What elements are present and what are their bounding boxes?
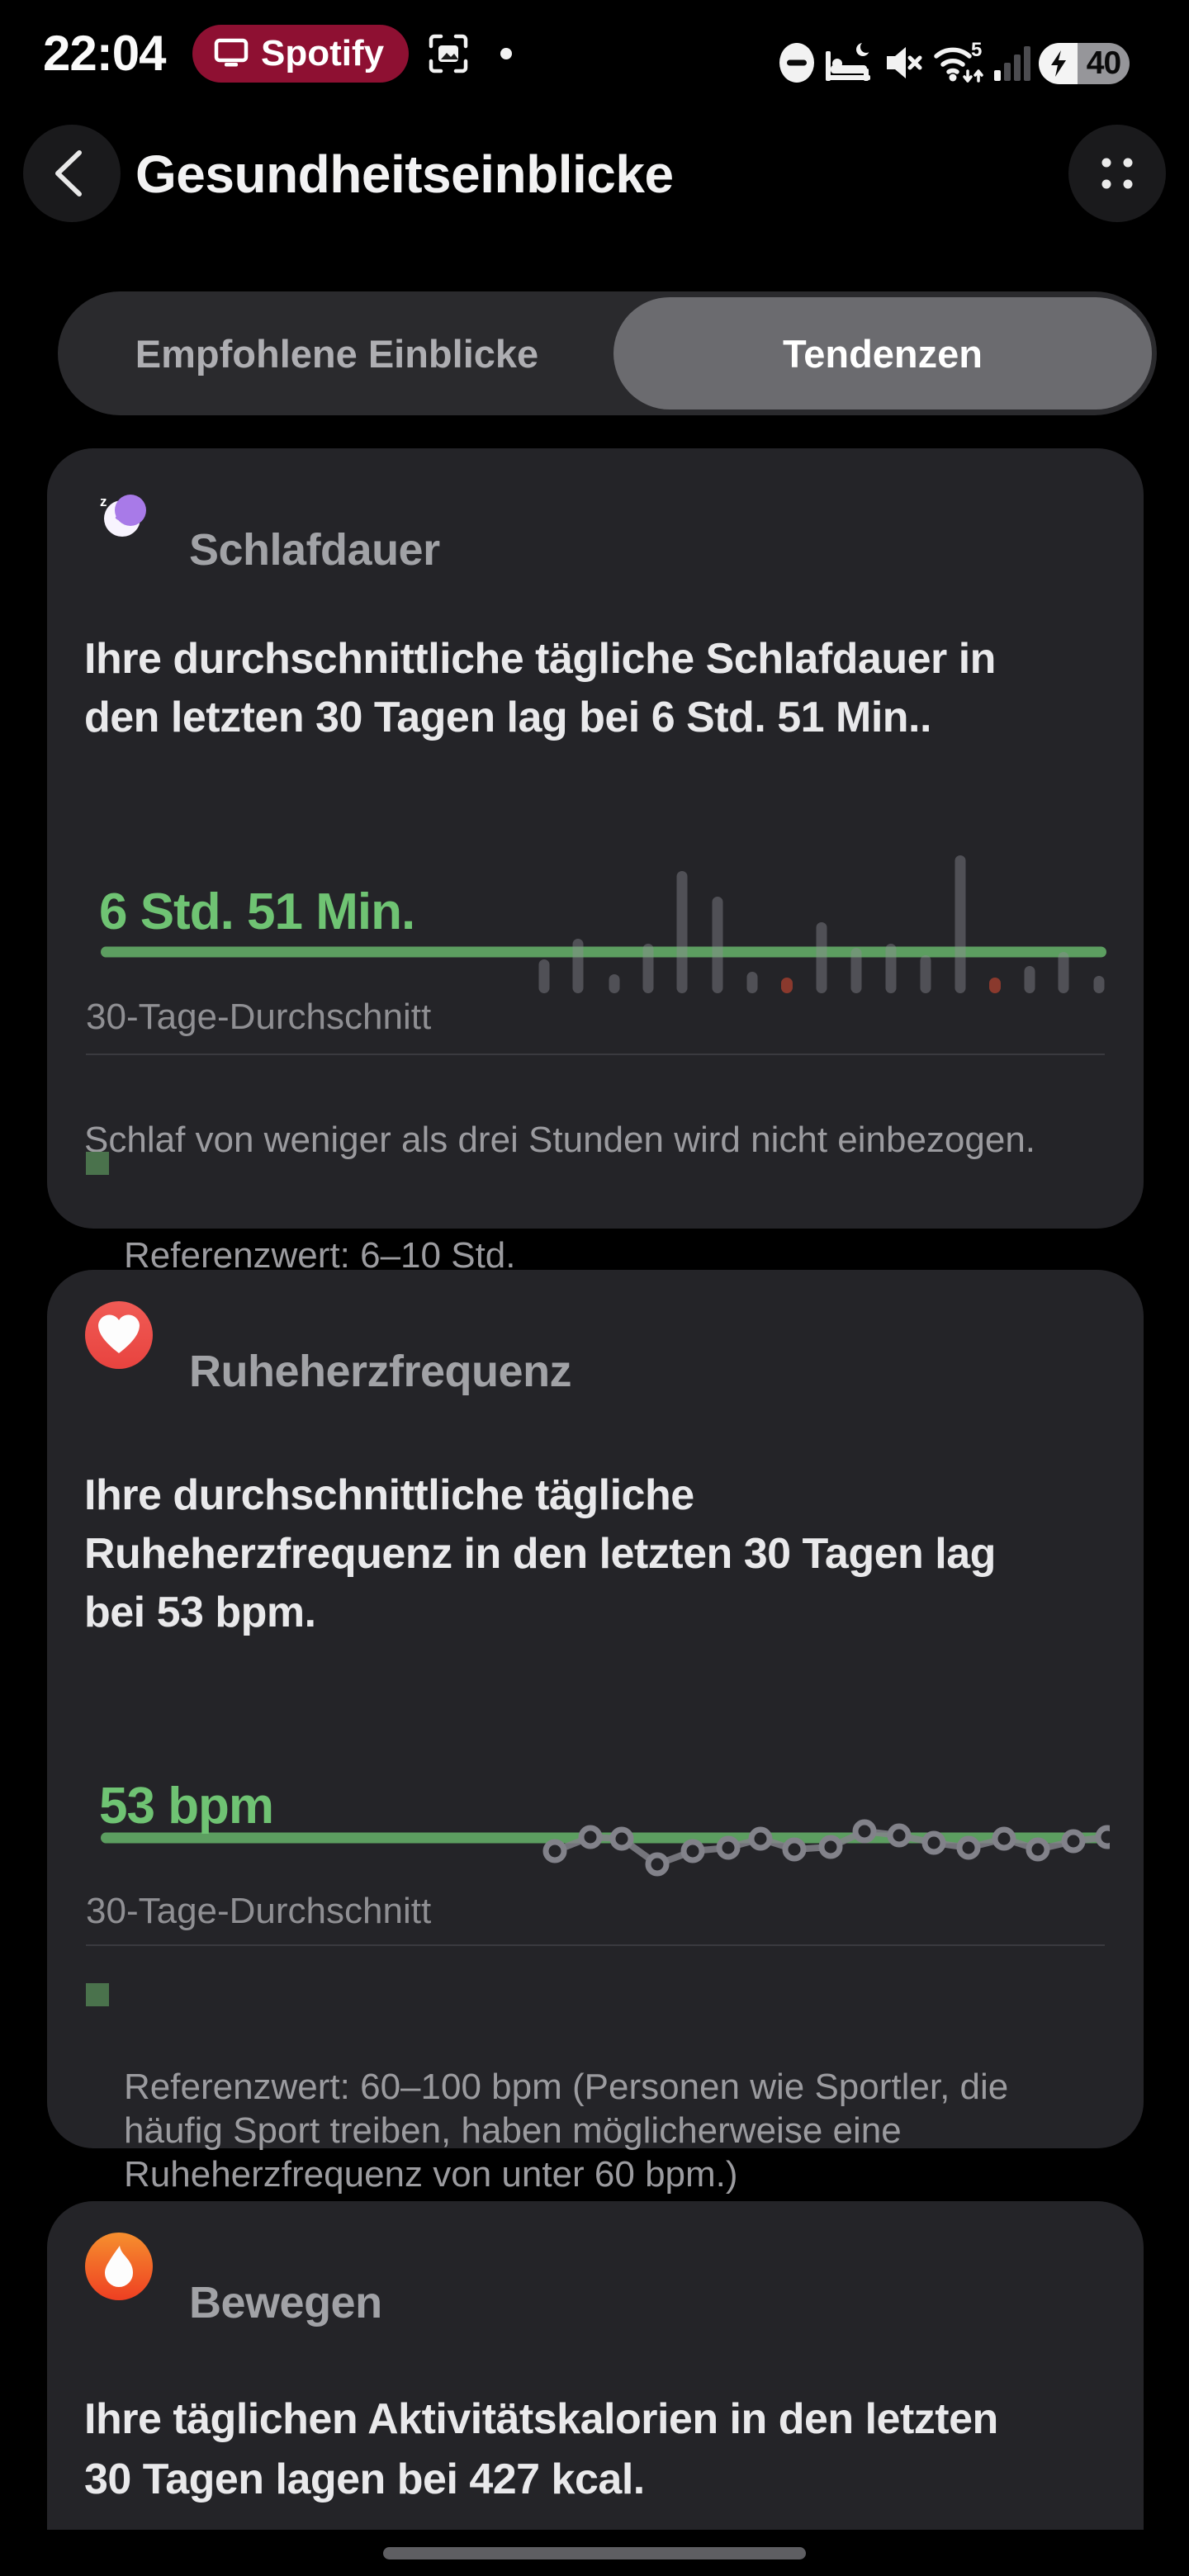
card-title: Ruheherzfrequenz	[189, 1346, 572, 1396]
sound-muted-icon	[887, 47, 922, 78]
signal-strength-icon	[994, 46, 1030, 81]
insight-text: Ihre täglichen Aktivitätskalorien in den…	[84, 2395, 998, 2503]
tab-label: Empfohlene Einblicke	[135, 331, 539, 376]
average-value: 6 Std. 51 Min.	[99, 883, 415, 940]
battery-percent: 40	[1078, 43, 1130, 84]
tab-tendenzen[interactable]: Tendenzen	[613, 297, 1152, 410]
average-value: 53 bpm	[99, 1778, 274, 1835]
screen-capture-icon	[429, 34, 468, 73]
more-options-button[interactable]	[1068, 125, 1166, 222]
spotify-media-chip[interactable]: Spotify	[192, 25, 410, 83]
sleep-mode-bed-icon	[826, 41, 872, 81]
status-time: 22:04	[43, 26, 166, 81]
page-title: Gesundheitseinblicke	[135, 144, 674, 204]
svg-text:5: 5	[971, 39, 982, 61]
wifi-5ghz-icon: 5	[934, 39, 983, 83]
insight-text: Ihre durchschnittliche tägliche Ruheherz…	[84, 1471, 996, 1636]
chevron-left-icon	[55, 150, 82, 197]
home-indicator[interactable]	[383, 2547, 806, 2559]
reference-text: Referenzwert: 60–100 bpm (Personen wie S…	[124, 2067, 1009, 2195]
average-caption: 30-Tage-Durchschnitt	[86, 1891, 432, 1931]
divider	[86, 1054, 1105, 1055]
charging-bolt-icon	[1039, 43, 1078, 84]
tab-bar: Empfohlene Einblicke Tendenzen	[58, 291, 1157, 415]
svg-text:z: z	[100, 494, 107, 509]
gesture-nav-area	[0, 2530, 1189, 2576]
flame-icon	[85, 2233, 153, 2300]
insight-text: Ihre durchschnittliche tägliche Schlafda…	[84, 635, 996, 741]
notification-dot	[500, 48, 512, 59]
tab-label: Tendenzen	[783, 331, 983, 376]
card-ruheherzfrequenz[interactable]: Ruheherzfrequenz Ihre durchschnittliche …	[47, 1270, 1144, 2195]
battery-indicator: 40	[1039, 43, 1130, 84]
sleep-icon: z	[85, 480, 153, 547]
do-not-disturb-icon	[779, 43, 814, 83]
reference-bullet-icon	[86, 1152, 109, 1175]
average-caption: 30-Tage-Durchschnitt	[86, 997, 432, 1037]
reference-row: Referenzwert: 6–10 Std.	[86, 1146, 1139, 1277]
tab-empfohlene-einblicke[interactable]: Empfohlene Einblicke	[58, 291, 616, 415]
media-chip-label: Spotify	[261, 33, 385, 73]
back-button[interactable]	[23, 125, 121, 222]
card-title: Schlafdauer	[189, 524, 440, 575]
note-text: Schlaf von weniger als drei Stunden wird…	[84, 1120, 1036, 1160]
card-schlafdauer[interactable]: z Schlafdauer Ihre durchschnittliche täg…	[47, 448, 1144, 1276]
reference-bullet-icon	[86, 1983, 109, 2006]
heart-icon	[85, 1301, 153, 1369]
sleep-duration-chart	[86, 836, 1110, 1002]
screen-share-icon	[214, 38, 249, 67]
resting-heart-rate-chart	[86, 1726, 1120, 1907]
grid-dots-icon	[1101, 158, 1133, 189]
reference-row: Referenzwert: 60–100 bpm (Personen wie S…	[86, 1977, 1139, 2196]
card-bewegen[interactable]: Bewegen Ihre täglichen Aktivitätskalorie…	[47, 2201, 1144, 2530]
card-title: Bewegen	[189, 2277, 382, 2327]
divider	[86, 1944, 1105, 1946]
reference-text: Referenzwert: 6–10 Std.	[124, 1235, 516, 1276]
